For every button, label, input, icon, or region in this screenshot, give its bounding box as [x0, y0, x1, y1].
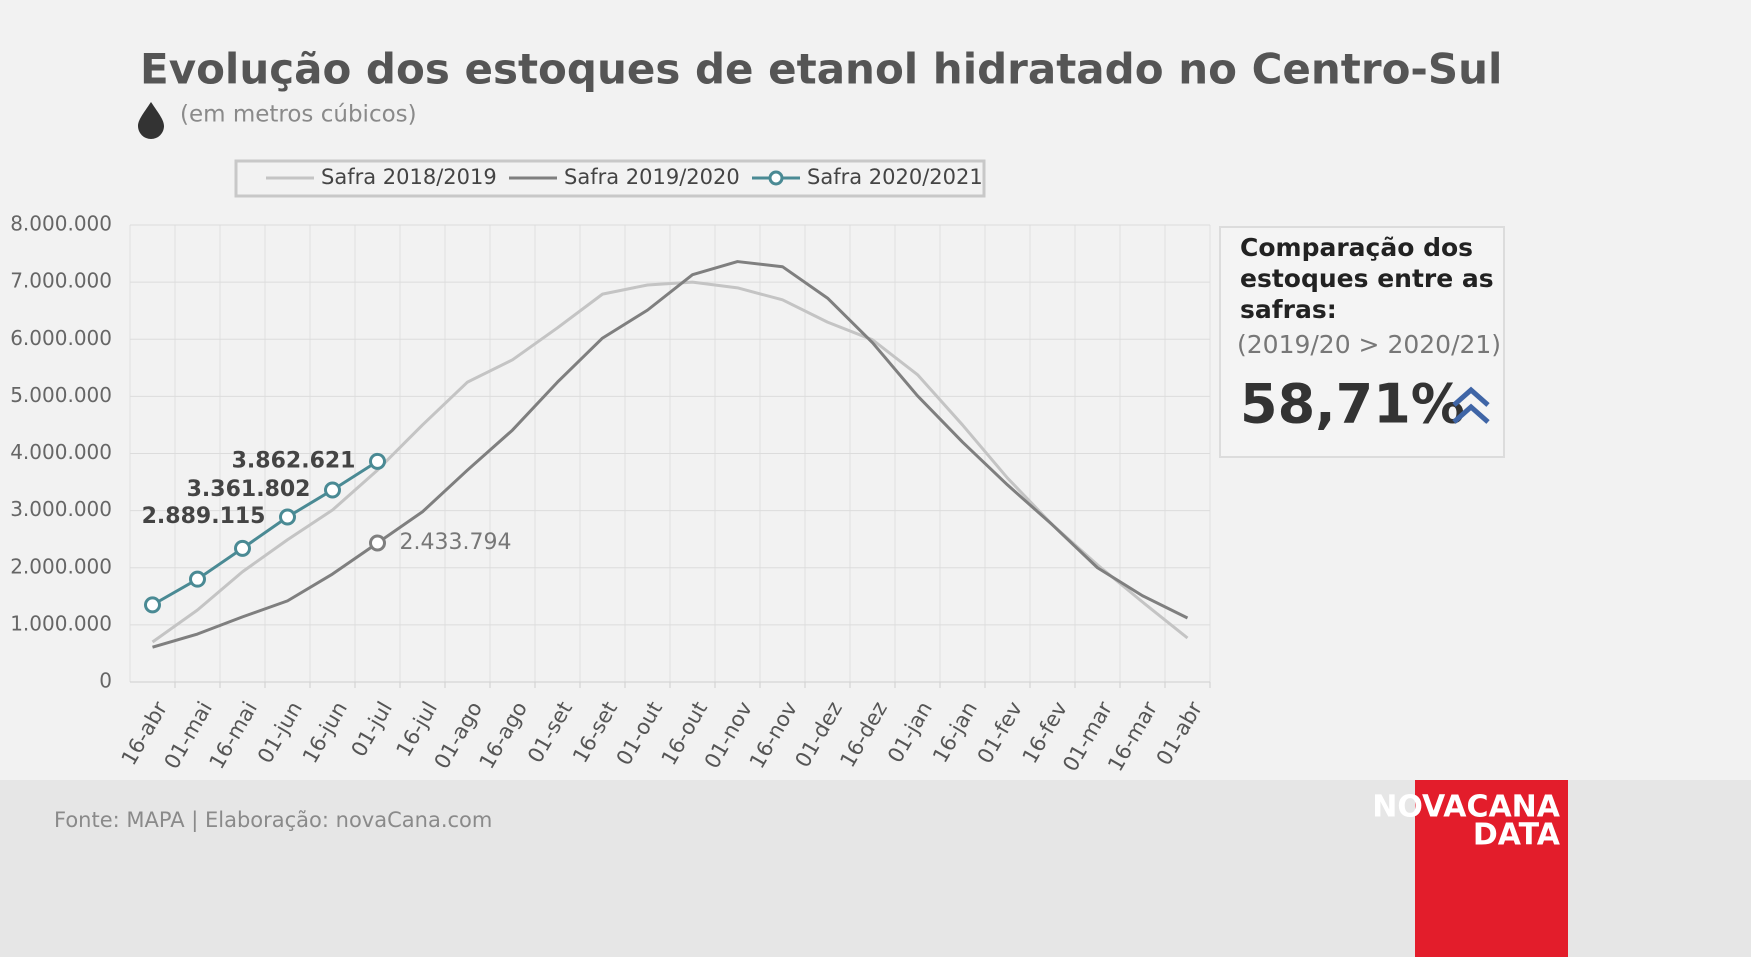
logo-text: NOVACANA: [1372, 790, 1561, 825]
series-line: [151, 280, 1189, 644]
y-tick-label: 5.000.000: [10, 383, 112, 407]
marker: [369, 452, 386, 470]
y-tick-label: 3.000.000: [10, 497, 112, 521]
x-tick-label: 01-jul: [347, 698, 397, 761]
series-line: [151, 460, 379, 607]
up-icon: [1452, 386, 1490, 424]
y-tick-label: 1.000.000: [10, 611, 112, 635]
footer-source: Fonte: MAPA | Elaboração: novaCana.com: [54, 808, 492, 833]
x-tick-label: 16-jun: [298, 698, 352, 768]
data-label: 2.433.794: [400, 530, 512, 555]
marker: [234, 539, 251, 557]
legend-box: [234, 159, 986, 198]
chart-title: Evolução dos estoques de etanol hidratad…: [140, 45, 1502, 94]
series-line: [152, 260, 1189, 649]
panel-title: Comparação dos: [1240, 233, 1473, 262]
y-tick-label: 4.000.000: [10, 440, 112, 464]
y-tick-label: 0: [99, 669, 112, 693]
marker: [324, 481, 341, 499]
marker: [369, 534, 386, 552]
data-label: 3.361.802: [187, 477, 311, 502]
chart-subtitle: (em metros cúbicos): [180, 102, 417, 128]
y-tick-label: 6.000.000: [10, 326, 112, 350]
logo: [1415, 780, 1568, 957]
data-label: 3.862.621: [232, 448, 356, 473]
panel-title: estoques entre as: [1240, 264, 1494, 293]
panel-value: 58,71%: [1240, 373, 1465, 436]
marker: [279, 508, 296, 526]
logo-text: DATA: [1473, 818, 1561, 853]
marker: [144, 596, 161, 614]
legend-marker: [768, 170, 784, 186]
legend-label: Safra 2018/2019: [321, 165, 497, 189]
y-tick-label: 2.000.000: [10, 554, 112, 578]
drop-icon: [138, 102, 164, 139]
y-tick-label: 7.000.000: [10, 269, 112, 293]
data-label: 2.889.115: [142, 504, 266, 529]
legend-label: Safra 2020/2021: [807, 165, 983, 189]
marker: [189, 570, 206, 588]
panel-title: safras:: [1240, 295, 1337, 324]
y-tick-label: 8.000.000: [10, 212, 112, 236]
panel-subtitle: (2019/20 > 2020/21): [1237, 330, 1501, 359]
x-tick-label: 01-abr: [1152, 697, 1208, 769]
legend-label: Safra 2019/2020: [564, 165, 740, 189]
